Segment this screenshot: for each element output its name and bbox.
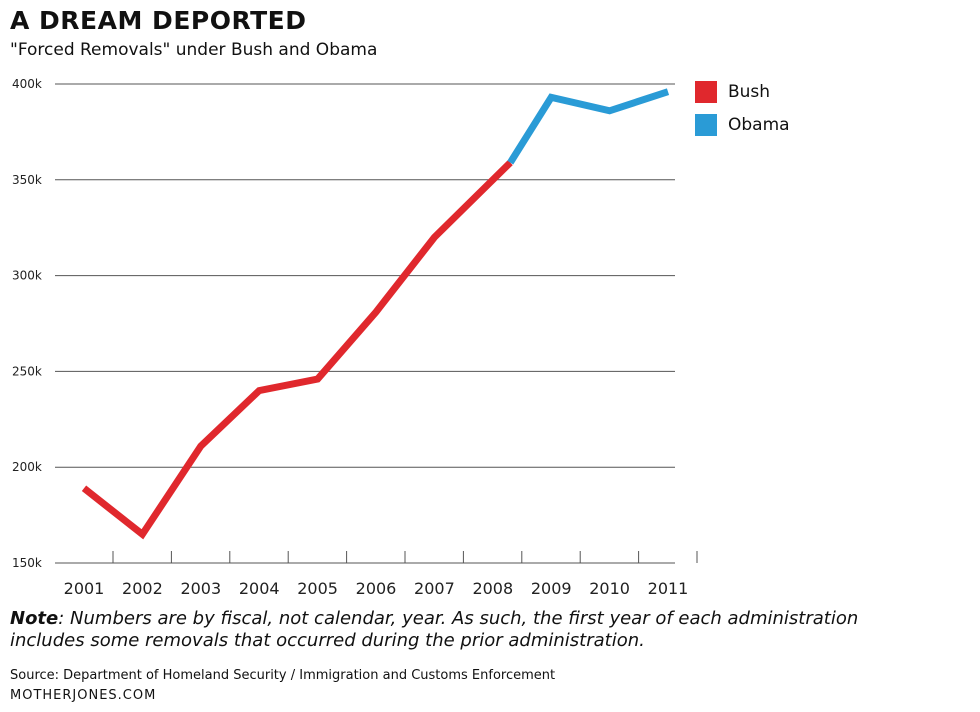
y-tick-label-200k: 200k <box>12 460 42 474</box>
legend-label-bush: Bush <box>728 82 771 102</box>
chart-title: A DREAM DEPORTED <box>10 6 307 35</box>
footnote: Note: Numbers are by fiscal, not calenda… <box>10 608 910 652</box>
x-tick-label-2004: 2004 <box>239 579 280 598</box>
x-tick-label-2005: 2005 <box>297 579 338 598</box>
series-line-obama <box>507 88 670 165</box>
x-tick-label-2007: 2007 <box>414 579 455 598</box>
x-tick-label-2003: 2003 <box>180 579 221 598</box>
series-line-bush <box>81 160 513 540</box>
x-tick-label-2006: 2006 <box>356 579 397 598</box>
x-tick-label-2010: 2010 <box>589 579 630 598</box>
source-credit: Source: Department of Homeland Security … <box>10 668 556 683</box>
x-tick-label-2001: 2001 <box>64 579 105 598</box>
publisher-brand: MOTHERJONES.COM <box>10 688 157 703</box>
x-tick-label-2008: 2008 <box>472 579 513 598</box>
footnote-label: Note <box>10 608 59 629</box>
legend-label-obama: Obama <box>728 115 790 135</box>
chart-subtitle: "Forced Removals" under Bush and Obama <box>10 40 378 60</box>
y-tick-label-150k: 150k <box>12 556 42 570</box>
legend: Bush Obama <box>695 80 790 146</box>
y-tick-label-300k: 300k <box>12 269 42 283</box>
y-tick-label-350k: 350k <box>12 173 42 187</box>
y-tick-label-250k: 250k <box>12 364 42 378</box>
x-tick-label-2011: 2011 <box>648 579 689 598</box>
y-tick-label-400k: 400k <box>12 77 42 91</box>
legend-item-bush: Bush <box>695 80 790 104</box>
x-tick-label-2009: 2009 <box>531 579 572 598</box>
legend-item-obama: Obama <box>695 113 790 137</box>
x-tick-label-2002: 2002 <box>122 579 163 598</box>
legend-swatch-obama <box>695 114 717 136</box>
legend-swatch-bush <box>695 81 717 103</box>
footnote-text: : Numbers are by fiscal, not calendar, y… <box>10 608 859 651</box>
